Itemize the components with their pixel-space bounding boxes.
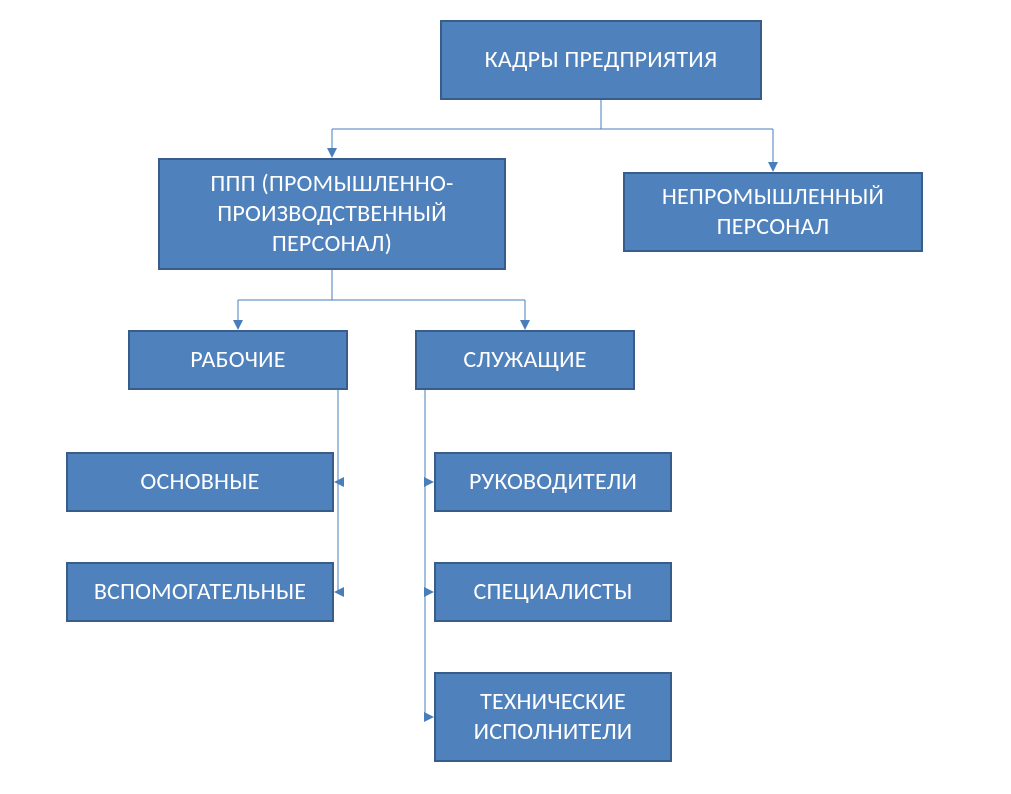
node-vspom: ВСПОМОГАТЕЛЬНЫЕ [66, 562, 334, 622]
node-ppp: ППП (ПРОМЫШЛЕННО-ПРОИЗВОДСТВЕННЫЙ ПЕРСОН… [158, 158, 506, 270]
node-tech: ТЕХНИЧЕСКИЕ ИСПОЛНИТЕЛИ [434, 672, 672, 762]
diagram-stage: КАДРЫ ПРЕДПРИЯТИЯ ППП (ПРОМЫШЛЕННО-ПРОИЗ… [0, 0, 1011, 794]
node-spec: СПЕЦИАЛИСТЫ [434, 562, 672, 622]
node-sluzh: СЛУЖАЩИЕ [415, 330, 635, 390]
node-neprom: НЕПРОМЫШЛЕННЫЙ ПЕРСОНАЛ [623, 172, 923, 252]
node-rabochie: РАБОЧИЕ [128, 330, 348, 390]
node-root: КАДРЫ ПРЕДПРИЯТИЯ [440, 20, 762, 100]
node-osnov: ОСНОВНЫЕ [66, 452, 334, 512]
node-ruk: РУКОВОДИТЕЛИ [434, 452, 672, 512]
